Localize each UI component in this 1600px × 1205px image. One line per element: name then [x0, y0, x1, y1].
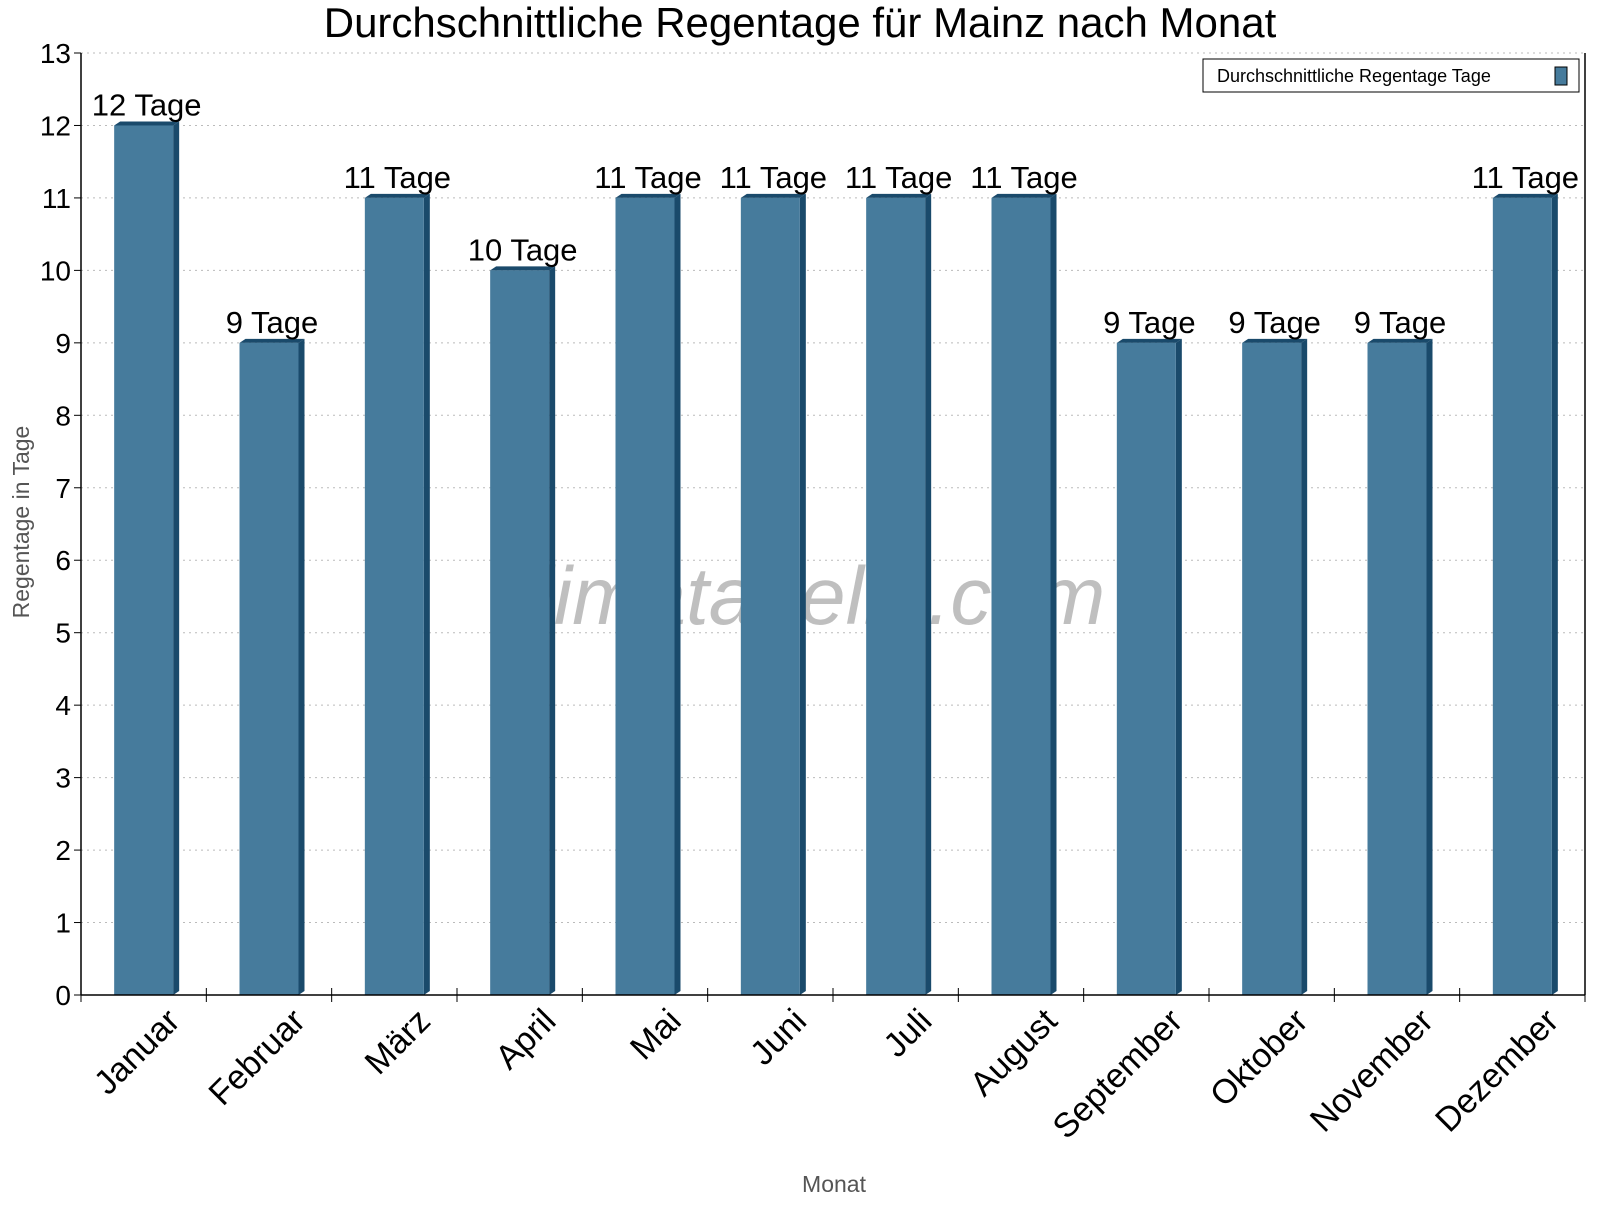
- bar: [1116, 342, 1176, 995]
- x-tick-label: November: [1303, 1002, 1441, 1140]
- data-label: 11 Tage: [344, 160, 451, 195]
- bar: [239, 342, 299, 995]
- y-tick-label: 5: [55, 618, 71, 649]
- y-tick-label: 3: [55, 763, 71, 794]
- bar-side: [1551, 193, 1558, 995]
- legend-box: [1202, 58, 1580, 93]
- y-tick-label: 13: [40, 38, 71, 69]
- y-tick-label: 7: [55, 473, 71, 504]
- bar-top: [991, 193, 1057, 198]
- bar-side: [1175, 338, 1182, 995]
- bar-top: [1367, 338, 1433, 343]
- bar: [1492, 197, 1552, 995]
- bar-top: [364, 193, 430, 198]
- bar-side: [298, 338, 305, 995]
- bar-top: [866, 193, 932, 198]
- y-tick-label: 6: [55, 545, 71, 576]
- y-axis-label: Regentage in Tage: [8, 426, 34, 619]
- data-label: 9 Tage: [1103, 305, 1196, 340]
- y-tick-label: 12: [40, 110, 71, 141]
- data-label: 9 Tage: [1354, 305, 1447, 340]
- bar: [364, 197, 424, 995]
- x-tick-label: August: [963, 1001, 1065, 1103]
- y-tick-label: 2: [55, 835, 71, 866]
- y-tick-label: 9: [55, 328, 71, 359]
- x-tick-label: Juni: [743, 1002, 814, 1073]
- x-tick-label: Januar: [87, 1002, 187, 1102]
- y-tick-label: 8: [55, 400, 71, 431]
- bar-top: [1242, 338, 1308, 343]
- bar-side: [173, 121, 180, 995]
- bar-top: [1116, 338, 1182, 343]
- bar-side: [1426, 338, 1433, 995]
- data-label: 11 Tage: [594, 160, 701, 195]
- legend: Durchschnittliche Regentage Tage: [1202, 58, 1580, 93]
- bar-side: [423, 193, 430, 995]
- data-label: 10 Tage: [468, 232, 578, 267]
- bar-top: [740, 193, 806, 198]
- bar-side: [1301, 338, 1308, 995]
- data-label: 11 Tage: [970, 160, 1077, 195]
- legend-label: Durchschnittliche Regentage Tage: [1217, 66, 1491, 86]
- bar: [490, 270, 550, 995]
- x-tick-label: Februar: [202, 1002, 313, 1113]
- x-axis-label: Monat: [802, 1171, 867, 1197]
- bar: [615, 197, 675, 995]
- data-label: 11 Tage: [845, 160, 952, 195]
- x-tick-label: Dezember: [1428, 1002, 1566, 1140]
- bar: [114, 125, 174, 995]
- y-tick-label: 4: [55, 690, 71, 721]
- bar-side: [799, 193, 806, 995]
- data-label: 9 Tage: [226, 305, 319, 340]
- bar-top: [1492, 193, 1558, 198]
- bar: [866, 197, 926, 995]
- bar-side: [1050, 193, 1057, 995]
- data-label: 11 Tage: [720, 160, 827, 195]
- chart-title: Durchschnittliche Regentage für Mainz na…: [324, 0, 1277, 46]
- x-tick-label: Oktober: [1203, 1002, 1315, 1114]
- bar: [1367, 342, 1427, 995]
- y-tick-label: 10: [40, 255, 71, 286]
- data-label: 12 Tage: [92, 87, 202, 122]
- x-tick-label: März: [358, 1002, 438, 1082]
- x-tick-label: Juli: [876, 1002, 939, 1065]
- bar-top: [239, 338, 305, 343]
- x-tick-label: September: [1046, 1002, 1190, 1146]
- legend-swatch: [1554, 66, 1568, 86]
- x-tick-label: Mai: [623, 1002, 689, 1068]
- bar-top: [490, 266, 556, 271]
- bar-side: [549, 266, 556, 995]
- bar-side: [674, 193, 681, 995]
- y-tick-label: 1: [55, 908, 71, 939]
- bar: [740, 197, 800, 995]
- data-label: 11 Tage: [1472, 160, 1579, 195]
- data-label: 9 Tage: [1228, 305, 1321, 340]
- bar-top: [615, 193, 681, 198]
- x-tick-label: April: [488, 1002, 563, 1077]
- bar-side: [925, 193, 932, 995]
- bar-top: [114, 121, 180, 126]
- bar: [991, 197, 1051, 995]
- y-tick-label: 11: [42, 183, 71, 214]
- bar: [1242, 342, 1302, 995]
- y-tick-label: 0: [55, 980, 71, 1011]
